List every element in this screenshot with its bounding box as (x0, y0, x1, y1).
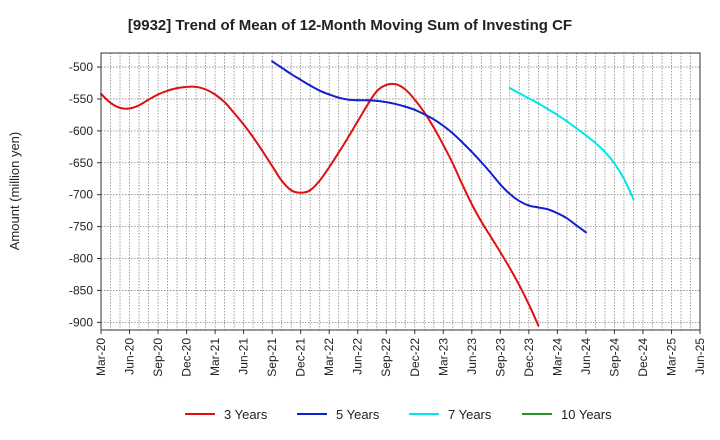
x-tick-label: Dec-20 (180, 338, 194, 377)
y-tick-label: -500 (69, 60, 93, 74)
legend-label-10-years: 10 Years (561, 407, 612, 422)
x-tick-label: Dec-21 (294, 338, 308, 377)
series-line-5-years (271, 60, 587, 234)
y-tick-label: -650 (69, 156, 93, 170)
x-tick-label: Mar-20 (94, 338, 108, 376)
y-axis-label: Amount (million yen) (7, 132, 22, 251)
series-layer (100, 60, 635, 327)
x-tick-label: Dec-23 (522, 338, 536, 377)
plot-area-frame (100, 52, 701, 331)
y-tick-label: -800 (69, 252, 93, 266)
x-tick-label: Mar-24 (550, 338, 564, 376)
x-tick-label: Sep-20 (151, 338, 165, 377)
x-tick-label: Mar-22 (322, 338, 336, 376)
x-tick-label: Jun-24 (579, 338, 593, 375)
x-tick-label: Sep-23 (493, 338, 507, 377)
x-tick-label: Jun-25 (693, 338, 707, 375)
legend: 3 Years 5 Years 7 Years 10 Years (185, 407, 612, 422)
legend-label-3-years: 3 Years (224, 407, 268, 422)
x-tick-label: Mar-21 (208, 338, 222, 376)
x-axis-ticks: Mar-20 Jun-20 Sep-20 Dec-20 Mar-21 Jun-21 Sep-… (94, 330, 707, 377)
grid (101, 53, 700, 330)
series-line-3-years (100, 82, 540, 327)
x-tick-label: Sep-21 (265, 338, 279, 377)
chart-title: [9932] Trend of Mean of 12-Month Moving … (128, 17, 572, 34)
y-tick-label: -550 (69, 92, 93, 106)
x-tick-label: Jun-20 (123, 338, 137, 375)
y-tick-label: -700 (69, 188, 93, 202)
legend-label-7-years: 7 Years (448, 407, 492, 422)
x-tick-label: Dec-24 (636, 338, 650, 377)
y-tick-label: -750 (69, 220, 93, 234)
x-tick-label: Jun-23 (465, 338, 479, 375)
series-line-7-years (508, 87, 635, 201)
y-tick-label: -900 (69, 315, 93, 329)
x-tick-label: Jun-21 (237, 338, 251, 375)
x-tick-label: Jun-22 (351, 338, 365, 375)
y-tick-label: -850 (69, 283, 93, 297)
legend-label-5-years: 5 Years (336, 407, 380, 422)
x-tick-label: Mar-25 (664, 338, 678, 376)
x-tick-label: Sep-22 (379, 338, 393, 377)
y-axis-ticks: -500 -550 -600 -650 -700 -750 -800 -850 -900 (69, 60, 101, 329)
x-tick-label: Mar-23 (436, 338, 450, 376)
x-tick-label: Dec-22 (408, 338, 422, 377)
y-tick-label: -600 (69, 124, 93, 138)
x-tick-label: Sep-24 (607, 338, 621, 377)
